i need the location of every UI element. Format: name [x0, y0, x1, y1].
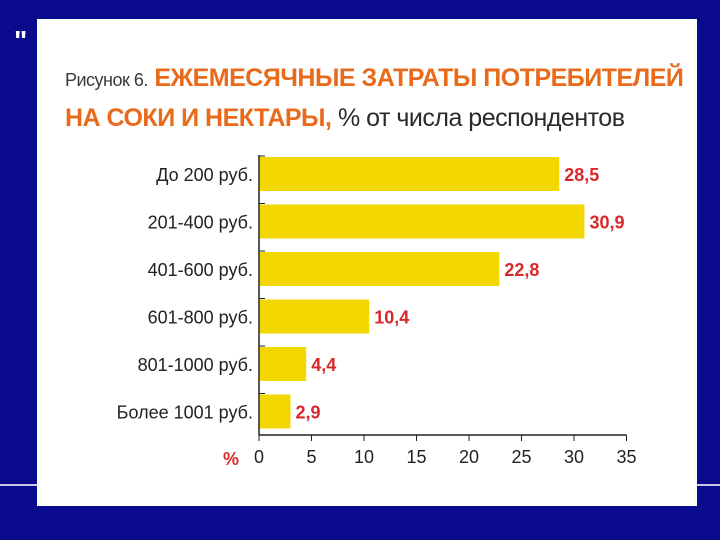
x-axis-label: % — [223, 449, 239, 469]
data-label: 22,8 — [504, 260, 539, 280]
bar-chart: До 200 руб. 28,5 201-400 руб. 30,9 401-600 р… — [117, 155, 637, 469]
x-tick-label: 5 — [306, 447, 316, 467]
x-tick-label: 15 — [406, 447, 426, 467]
title-line-2: НА СОКИ И НЕКТАРЫ, — [65, 104, 332, 132]
data-label: 30,9 — [589, 213, 624, 233]
chart-panel: Рисунок 6. ЕЖЕМЕСЯЧНЫЕ ЗАТРАТЫ ПОТРЕБИТЕ… — [37, 19, 697, 506]
category-label: 201-400 руб. — [148, 213, 253, 233]
category-label: Более 1001 руб. — [117, 403, 253, 423]
data-label: 10,4 — [374, 308, 409, 328]
category-label: 401-600 руб. — [148, 260, 253, 280]
bar — [260, 394, 291, 429]
x-tick-label: 25 — [511, 447, 531, 467]
category-label: 601-800 руб. — [148, 308, 253, 328]
chart-title: Рисунок 6. ЕЖЕМЕСЯЧНЫЕ ЗАТРАТЫ ПОТРЕБИТЕ… — [65, 59, 685, 137]
x-tick-label: 35 — [616, 447, 636, 467]
x-tick-label: 20 — [459, 447, 479, 467]
bar — [260, 252, 500, 286]
data-label: 28,5 — [564, 165, 599, 185]
category-label: До 200 руб. — [156, 165, 253, 185]
bar — [260, 157, 560, 191]
bar — [260, 204, 585, 239]
slide-corner-mark: " — [14, 25, 28, 56]
data-label: 4,4 — [311, 355, 336, 375]
x-tick-label: 10 — [354, 447, 374, 467]
category-label: 801-1000 руб. — [138, 355, 253, 375]
bar — [260, 347, 307, 381]
x-tick-label: 0 — [254, 447, 264, 467]
data-label: 2,9 — [295, 403, 320, 423]
figure-label: Рисунок 6. — [65, 70, 148, 90]
x-tick-label: 30 — [564, 447, 584, 467]
bar — [260, 299, 370, 334]
title-line-1: ЕЖЕМЕСЯЧНЫЕ ЗАТРАТЫ ПОТРЕБИТЕЛЕЙ — [154, 64, 684, 92]
chart-subtitle: % от числа респондентов — [337, 104, 625, 132]
